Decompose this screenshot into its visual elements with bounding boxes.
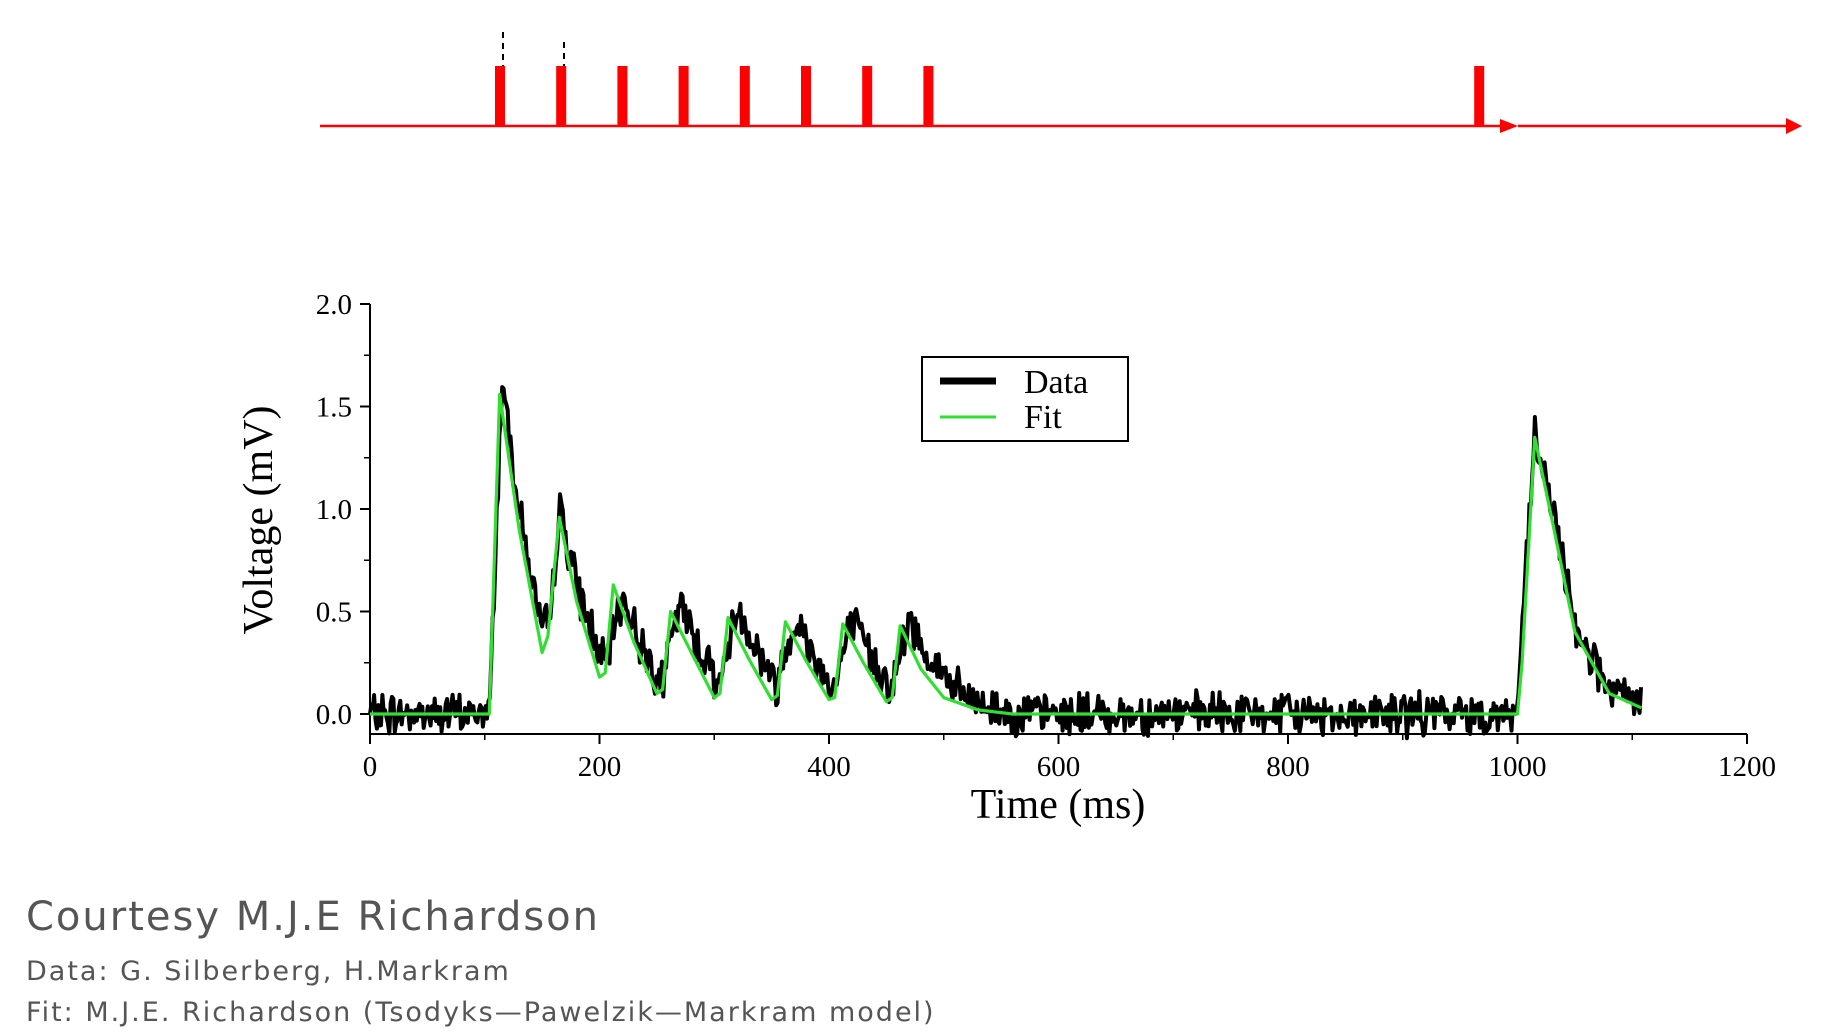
x-axis-ticks: 0 200 400 600 800 1000 1200: [363, 734, 1776, 783]
x-axis-label: Time (ms): [971, 782, 1146, 828]
stimulus-spike: [739, 66, 750, 127]
credit-data-line: Data: G. Silberberg, H.Markram: [26, 956, 511, 987]
stimulus-spike: [495, 66, 505, 127]
y-tick-label: 1.5: [316, 392, 352, 424]
stimulus-spike: [923, 66, 934, 127]
y-tick-label: 0.0: [316, 699, 352, 731]
credit-fit-line: Fit: M.J.E. Richardson (Tsodyks—Pawelzik…: [26, 997, 936, 1028]
x-tick-label: 1000: [1489, 751, 1547, 783]
series-layer: [368, 385, 1643, 741]
stimulus-train: [320, 32, 1802, 134]
y-tick-label: 1.0: [316, 494, 352, 526]
series-line-fit: [369, 392, 1643, 716]
stimulus-spike: [862, 66, 873, 127]
x-tick-label: 0: [363, 751, 378, 783]
stimulus-spike: [1474, 66, 1485, 127]
legend: Data Fit: [921, 356, 1129, 442]
x-tick-label: 200: [578, 751, 622, 783]
x-tick-label: 800: [1266, 751, 1310, 783]
stimulus-spike: [678, 66, 689, 127]
stimulus-spike: [801, 66, 811, 127]
legend-label-data: Data: [1024, 364, 1088, 401]
stimulus-mid-arrowhead: [1500, 119, 1518, 133]
x-tick-label: 400: [807, 751, 851, 783]
x-tick-label: 600: [1037, 751, 1081, 783]
legend-box: [921, 356, 1129, 442]
stimulus-spike: [617, 66, 628, 127]
x-tick-label: 1200: [1718, 751, 1776, 783]
voltage-chart: 0.0 0.5 1.0 1.5 2.0 0 200 400 600 800 1000 1200 Ti…: [236, 289, 1776, 828]
legend-label-fit: Fit: [1024, 399, 1062, 436]
y-axis-label: Voltage (mV): [236, 405, 282, 634]
y-tick-label: 0.5: [316, 597, 352, 629]
stimulus-spike: [556, 66, 567, 127]
stimulus-axis-arrowhead: [1786, 118, 1802, 134]
y-tick-label: 2.0: [316, 289, 352, 321]
credit-title: Courtesy M.J.E Richardson: [26, 894, 601, 940]
y-axis-ticks: 0.0 0.5 1.0 1.5 2.0: [316, 289, 370, 731]
